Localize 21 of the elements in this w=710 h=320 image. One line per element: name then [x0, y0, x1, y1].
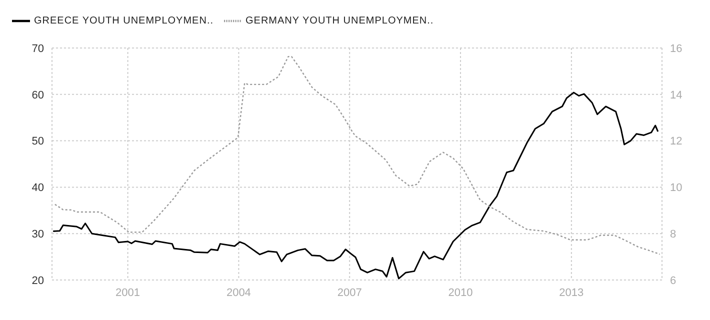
legend-label: GREECE YOUTH UNEMPLOYMEN..	[34, 16, 214, 27]
x-tick-label: 2004	[226, 286, 251, 299]
x-tick-label: 2001	[116, 286, 140, 299]
y2-tick-label: 12	[670, 136, 682, 148]
y-tick-label: 60	[32, 89, 44, 102]
y2-tick-label: 14	[670, 89, 682, 102]
x-tick-label: 2007	[337, 286, 362, 299]
y-tick-label: 40	[32, 182, 44, 194]
y2-tick-label: 10	[670, 182, 682, 194]
y-tick-label: 70	[32, 42, 44, 55]
y-tick-label: 20	[32, 274, 44, 287]
y2-tick-label: 16	[670, 42, 682, 55]
line-series	[54, 56, 660, 255]
y2-tick-label: 6	[670, 274, 676, 287]
y2-tick-label: 8	[670, 228, 676, 241]
legend-label: GERMANY YOUTH UNEMPLOYMEN..	[246, 16, 434, 27]
y-tick-label: 50	[32, 136, 44, 148]
x-tick-label: 2013	[559, 286, 584, 299]
x-tick-label: 2010	[448, 286, 473, 299]
y-tick-label: 30	[32, 228, 44, 241]
line-series	[52, 92, 659, 280]
